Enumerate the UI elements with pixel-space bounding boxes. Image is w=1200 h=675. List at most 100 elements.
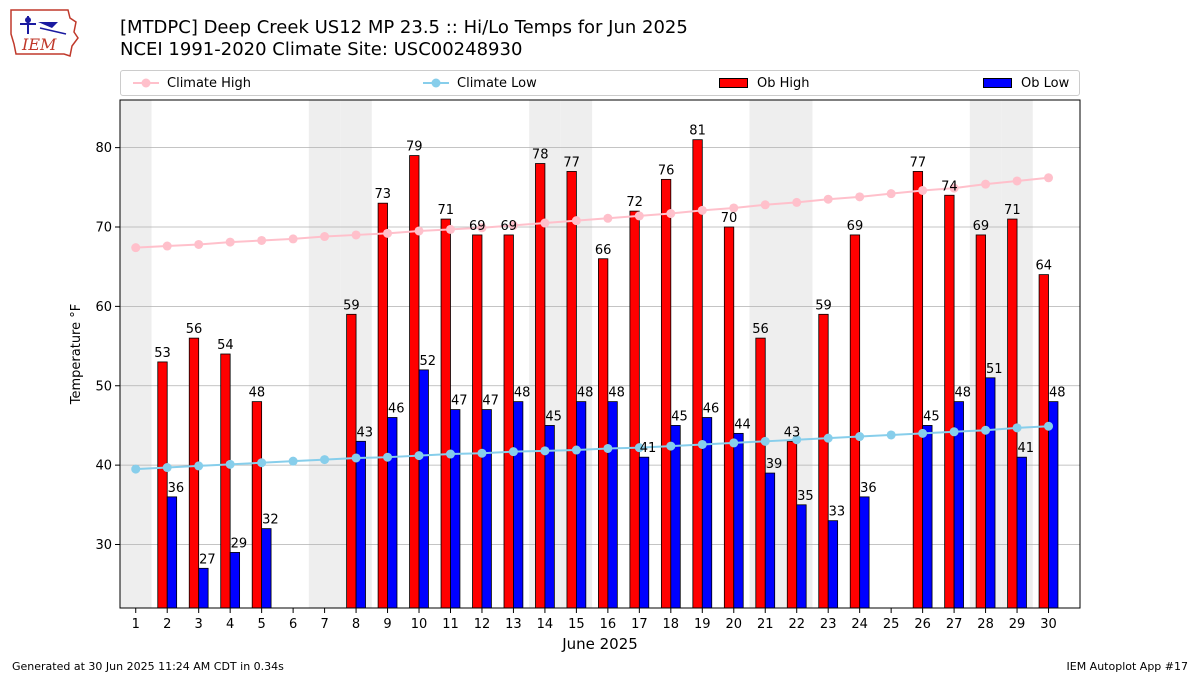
bar-value-label: 64 xyxy=(1036,259,1053,274)
ob-low-bar xyxy=(355,440,366,609)
x-tick-label: 12 xyxy=(474,617,491,632)
climate-low-point xyxy=(760,436,770,446)
climate-high-point xyxy=(792,197,802,207)
ob-high-bar xyxy=(786,440,798,609)
ob-high-bar xyxy=(975,234,986,609)
ob-high-bar xyxy=(944,194,955,609)
climate-high-point xyxy=(697,205,707,215)
climate-high-point xyxy=(320,232,330,242)
bar-value-label: 69 xyxy=(847,219,864,234)
ob-high-bar xyxy=(440,218,451,609)
x-tick-label: 24 xyxy=(851,617,868,632)
bar-value-label: 48 xyxy=(608,386,625,401)
ob-low-bar xyxy=(1016,456,1027,609)
climate-low-point xyxy=(320,455,330,465)
climate-high-point xyxy=(162,241,172,251)
climate-low-point xyxy=(383,452,393,462)
legend-label: Ob Low xyxy=(1021,75,1070,91)
climate-high-point xyxy=(508,220,518,230)
bar-value-label: 29 xyxy=(231,536,248,551)
climate-high-point xyxy=(477,223,487,233)
x-tick-label: 15 xyxy=(568,617,585,632)
climate-low-point xyxy=(445,449,455,459)
legend-item-ob-low: Ob Low xyxy=(983,71,1069,95)
y-tick-label: 30 xyxy=(95,538,112,553)
climate-low-point xyxy=(949,427,959,437)
ob-low-bar xyxy=(450,409,461,609)
legend-bar-swatch-icon xyxy=(983,78,1012,88)
generated-timestamp: Generated at 30 Jun 2025 11:24 AM CDT in… xyxy=(12,660,284,673)
ob-high-bar xyxy=(472,234,483,609)
y-tick-label: 40 xyxy=(95,459,112,474)
x-tick-label: 19 xyxy=(694,617,711,632)
climate-high-point xyxy=(603,213,613,223)
bar-value-label: 27 xyxy=(199,552,216,567)
climate-low-point xyxy=(666,441,676,451)
bar-value-label: 39 xyxy=(766,457,783,472)
climate-high-point xyxy=(571,216,581,226)
climate-high-point xyxy=(981,179,991,189)
ob-low-bar xyxy=(513,401,524,609)
climate-low-point xyxy=(257,458,267,468)
bar-value-label: 56 xyxy=(186,322,203,337)
data-labels: 53 56 54 48 59 73 79 71 69 69 78 77 66 72 76 81 70 56 43 59… xyxy=(154,124,1065,568)
climate-high-point xyxy=(949,183,959,193)
climate-high-point xyxy=(414,226,424,236)
x-tick-label: 8 xyxy=(352,617,360,632)
climate-high-point xyxy=(886,189,896,199)
bar-value-label: 53 xyxy=(154,346,171,361)
ob-high-bar xyxy=(912,171,924,609)
climate-high-point xyxy=(225,237,235,247)
legend-label: Climate High xyxy=(167,75,252,91)
climate-high-point xyxy=(1012,176,1022,186)
x-tick-label: 26 xyxy=(914,617,931,632)
climate-low-point xyxy=(477,448,487,458)
legend-item-climate-high: Climate High xyxy=(133,71,251,95)
ob-low-bar xyxy=(670,425,681,609)
ob-high-bar xyxy=(157,361,168,609)
x-tick-label: 16 xyxy=(600,617,617,632)
ob-high-bar xyxy=(755,337,766,609)
climate-high-point xyxy=(634,211,644,221)
ob-low-bar xyxy=(575,401,587,609)
bar-value-label: 77 xyxy=(563,155,580,170)
x-tick-label: 6 xyxy=(289,617,297,632)
x-tick-label: 30 xyxy=(1040,617,1057,632)
x-tick-label: 14 xyxy=(537,617,554,632)
bar-value-label: 71 xyxy=(1004,203,1021,218)
climate-low-point xyxy=(351,453,361,463)
climate-low-point xyxy=(131,464,141,474)
ob-high-bar xyxy=(503,234,514,609)
iem-logo: IEM xyxy=(8,4,82,60)
x-tick-label: 25 xyxy=(883,617,900,632)
bar-value-label: 69 xyxy=(469,219,486,234)
y-tick-label: 50 xyxy=(95,379,112,394)
bar-value-label: 47 xyxy=(451,394,468,409)
x-tick-label: 22 xyxy=(788,617,805,632)
ob-low-bar xyxy=(733,432,744,609)
bar-value-label: 81 xyxy=(689,124,706,139)
y-tick-label: 60 xyxy=(95,300,112,315)
bar-value-label: 48 xyxy=(1049,386,1066,401)
ob-low-bar xyxy=(481,409,492,609)
svg-text:IEM: IEM xyxy=(21,35,57,54)
ob-low-bar xyxy=(1048,401,1059,609)
x-tick-label: 20 xyxy=(725,617,742,632)
bar-value-label: 46 xyxy=(388,402,405,417)
y-axis: 30 40 50 60 70 80 xyxy=(95,141,120,553)
bar-value-label: 77 xyxy=(910,155,927,170)
bar-value-label: 48 xyxy=(514,386,531,401)
climate-high-point xyxy=(540,218,550,228)
bar-value-label: 32 xyxy=(262,513,279,528)
ob-high-bar xyxy=(251,401,263,609)
bar-value-label: 76 xyxy=(658,163,675,178)
x-tick-label: 21 xyxy=(757,617,774,632)
climate-low-point xyxy=(918,428,928,438)
ob-low-bar xyxy=(387,417,398,609)
x-tick-label: 4 xyxy=(226,617,234,632)
bar-value-label: 47 xyxy=(482,394,499,409)
y-axis-label: Temperature °F xyxy=(69,304,84,405)
bar-value-label: 54 xyxy=(217,338,234,353)
legend-label: Climate Low xyxy=(457,75,537,91)
